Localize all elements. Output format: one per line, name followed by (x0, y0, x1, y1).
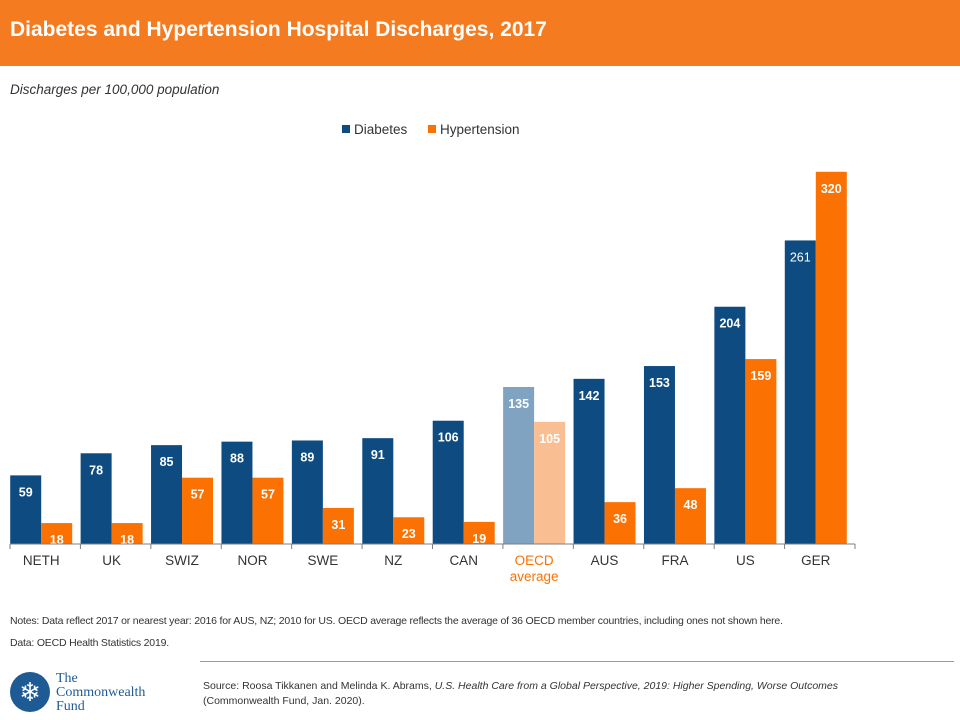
chart-legend: Diabetes Hypertension (342, 122, 520, 137)
bar-diabetes-fra (643, 366, 675, 544)
bar-diabetes-swiz (151, 445, 183, 544)
bar-diabetes-oecd-average (503, 386, 535, 544)
footer-divider (200, 661, 954, 662)
bar-diabetes-uk (80, 453, 112, 544)
bar-hypertension-neth (41, 523, 73, 544)
data-label-hypertension: 48 (684, 498, 698, 512)
data-label-diabetes: 142 (579, 389, 600, 403)
x-tick-label: NZ (384, 553, 402, 568)
bar-hypertension-swe (322, 507, 354, 544)
chart-bars (10, 171, 847, 545)
data-label-diabetes: 88 (230, 452, 244, 466)
chart-subtitle: Discharges per 100,000 population (10, 82, 220, 97)
chart-notes: Notes: Data reflect 2017 or nearest year… (10, 615, 783, 627)
source-prefix: Source: Roosa Tikkanen and Melinda K. Ab… (203, 680, 435, 692)
data-label-diabetes: 204 (719, 317, 740, 331)
data-label-hypertension: 36 (613, 512, 627, 526)
bar-hypertension-aus (604, 502, 636, 544)
x-tick-label: OECD average (510, 553, 559, 584)
bar-hypertension-swiz (182, 477, 214, 544)
source-suffix: (Commonwealth Fund, Jan. 2020). (203, 695, 365, 707)
x-tick-label: NETH (23, 553, 60, 568)
bar-hypertension-us (745, 359, 777, 544)
data-source: Data: OECD Health Statistics 2019. (10, 637, 169, 649)
data-label-hypertension: 159 (750, 369, 771, 383)
bar-hypertension-nor (252, 477, 284, 544)
x-tick-label: CAN (449, 553, 478, 568)
title-banner: Diabetes and Hypertension Hospital Disch… (0, 0, 960, 66)
page-title: Diabetes and Hypertension Hospital Disch… (10, 18, 547, 41)
bar-hypertension-can (463, 521, 495, 544)
data-label-diabetes: 153 (649, 376, 670, 390)
source-title: U.S. Health Care from a Global Perspecti… (434, 680, 838, 692)
x-tick-label: SWE (307, 553, 338, 568)
data-label-diabetes: 89 (300, 450, 314, 464)
legend-label-hypertension: Hypertension (440, 122, 520, 137)
data-label-hypertension: 57 (191, 488, 205, 502)
data-label-diabetes: 78 (89, 463, 103, 477)
data-label-diabetes: 85 (160, 455, 174, 469)
chart-x-axis: NETH UK SWIZ NOR SWE NZ CAN OECD average AUS FRA US… (9, 543, 856, 584)
bar-hypertension-oecd-average (534, 421, 566, 544)
legend-swatch-diabetes (342, 125, 350, 133)
data-label-hypertension: 105 (539, 432, 560, 446)
bar-diabetes-swe (291, 440, 323, 544)
chart-data-labels: 59 18 78 18 85 57 88 57 89 31 91 23 106 19 135 105 142 36… (19, 182, 842, 547)
data-label-hypertension: 18 (50, 533, 64, 547)
legend-label-diabetes: Diabetes (354, 122, 408, 137)
data-label-hypertension: 57 (261, 488, 275, 502)
data-label-hypertension: 23 (402, 527, 416, 541)
bar-hypertension-nz (393, 517, 425, 544)
snowflake-icon: ❄ (10, 672, 50, 712)
x-tick-label: UK (102, 553, 121, 568)
bar-diabetes-can (432, 420, 464, 544)
bar-diabetes-nor (221, 441, 253, 544)
bar-diabetes-neth (10, 475, 42, 544)
x-tick-label: FRA (661, 553, 688, 568)
data-label-diabetes: 261 (790, 250, 811, 264)
x-tick-label: NOR (237, 553, 267, 568)
data-label-hypertension: 18 (120, 533, 134, 547)
data-label-diabetes: 59 (19, 485, 33, 499)
x-tick-label: SWIZ (165, 553, 199, 568)
data-label-diabetes: 106 (438, 431, 459, 445)
bar-diabetes-us (714, 306, 746, 544)
commonwealth-fund-logo: ❄ The Commonwealth Fund (10, 670, 190, 716)
data-label-diabetes: 135 (508, 397, 529, 411)
bar-chart: Diabetes Hypertension 59 18 78 18 85 57 88 57 89 3… (9, 122, 856, 584)
bar-hypertension-uk (111, 523, 143, 544)
x-tick-label: GER (801, 553, 831, 568)
logo-wordmark: The Commonwealth Fund (56, 671, 146, 714)
legend-swatch-hypertension (428, 125, 436, 133)
bar-hypertension-ger (815, 171, 847, 545)
bar-hypertension-fra (674, 488, 706, 544)
source-citation: Source: Roosa Tikkanen and Melinda K. Ab… (203, 679, 903, 709)
data-label-hypertension: 320 (821, 182, 842, 196)
data-label-hypertension: 31 (331, 518, 345, 532)
bar-diabetes-nz (362, 438, 394, 544)
bar-diabetes-aus (573, 378, 605, 544)
bar-diabetes-ger (784, 240, 816, 544)
x-tick-label: AUS (591, 553, 619, 568)
data-label-diabetes: 91 (371, 448, 385, 462)
x-tick-label: US (736, 553, 755, 568)
data-label-hypertension: 19 (472, 532, 486, 546)
